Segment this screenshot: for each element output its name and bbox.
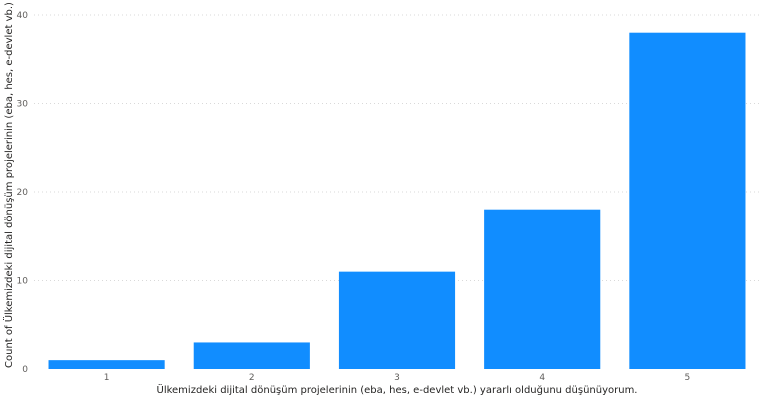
x-tick-label: 1 (104, 373, 110, 383)
bar-4[interactable] (484, 209, 601, 369)
y-axis-ticks: 0 10 20 30 40 (17, 11, 29, 375)
x-axis-title: Ülkemizdeki dijital dönüşüm projelerinin… (157, 383, 638, 396)
bars (48, 32, 746, 369)
x-axis-ticks: 1 2 3 4 5 (104, 373, 691, 383)
y-tick-label: 30 (17, 100, 29, 110)
x-tick-label: 4 (539, 373, 545, 383)
y-tick-label: 0 (22, 365, 28, 375)
bar-5[interactable] (629, 32, 746, 369)
bar-3[interactable] (338, 271, 456, 369)
x-tick-label: 3 (394, 373, 400, 383)
y-tick-label: 20 (17, 188, 29, 198)
y-axis-title: Count of Ülkemizdeki dijital dönüşüm pro… (2, 0, 15, 368)
x-tick-label: 2 (249, 373, 255, 383)
y-tick-label: 10 (17, 277, 29, 287)
bar-2[interactable] (193, 342, 310, 369)
y-tick-label: 40 (17, 11, 29, 21)
bar-1[interactable] (48, 360, 165, 369)
x-tick-label: 5 (685, 373, 691, 383)
